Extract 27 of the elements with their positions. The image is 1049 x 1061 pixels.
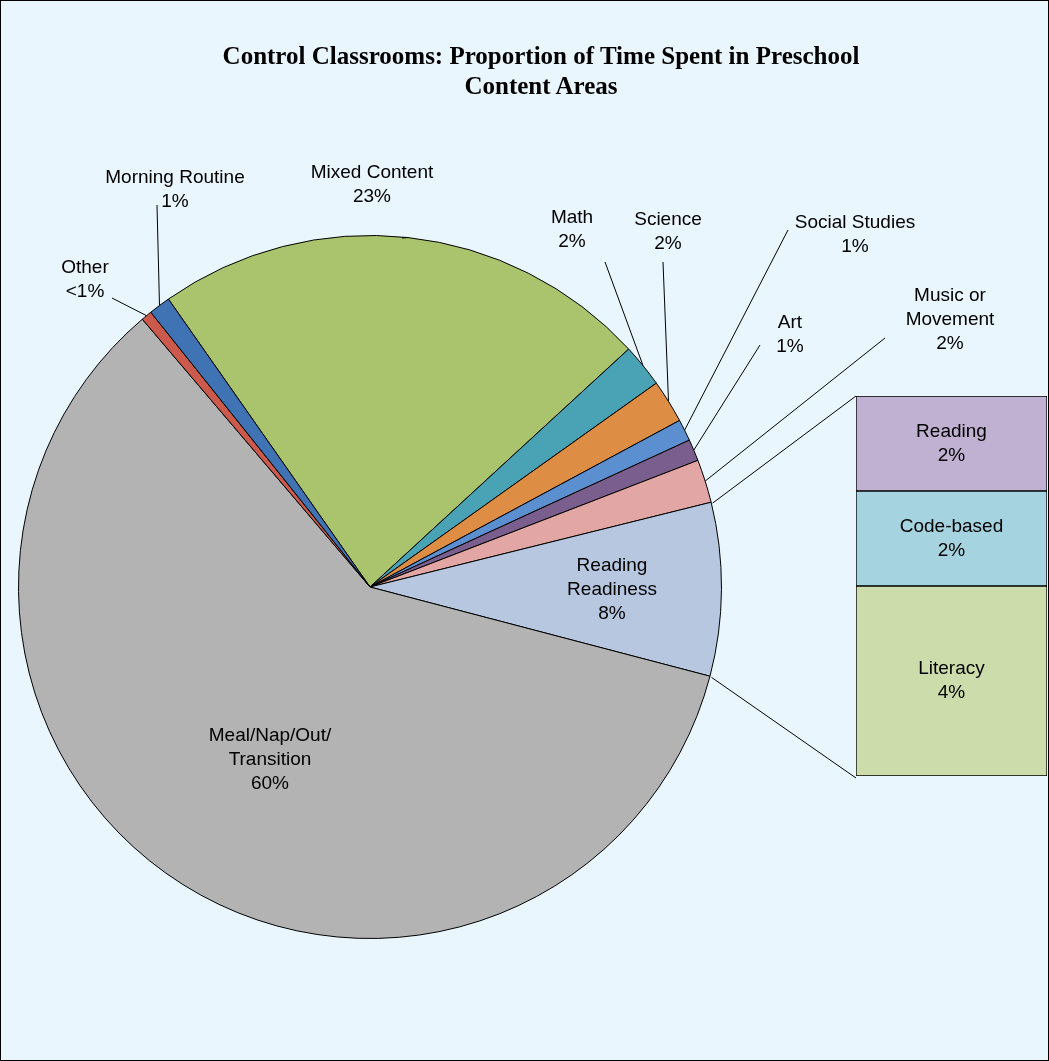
slice-label: Reading Readiness	[567, 554, 657, 600]
data-label: 1%	[776, 335, 804, 357]
slice-label: Science	[634, 208, 702, 230]
chart-title: Control Classrooms: Proportion of Time Spent in Preschool Content Areas	[221, 41, 861, 101]
data-label: 60%	[250, 772, 290, 794]
data-label: 4%	[937, 681, 966, 703]
series-label: Code-based	[899, 514, 1004, 536]
data-label: 2%	[937, 443, 966, 465]
series-label: Literacy	[918, 657, 986, 679]
slice-label: Math	[550, 206, 594, 228]
data-label: 8%	[598, 602, 626, 624]
slice-label: Morning Routine	[105, 166, 245, 188]
slice-label: Art	[777, 311, 803, 333]
slice-label: Mixed Content	[310, 161, 434, 183]
data-label: 2%	[936, 332, 964, 354]
slice-label: Social Studies	[794, 211, 916, 233]
data-label: 2%	[558, 230, 586, 252]
data-label: 1%	[161, 190, 189, 212]
series-label: Reading	[916, 419, 987, 441]
data-label: 2%	[654, 232, 682, 254]
slice-label: Meal/Nap/Out/Transition	[208, 724, 332, 770]
slice-label: Music or Movement	[905, 284, 996, 330]
slice-label: Other	[61, 256, 110, 278]
data-label: <1%	[65, 280, 105, 302]
data-label: 2%	[937, 538, 966, 560]
data-label: 1%	[841, 235, 869, 257]
data-label: 23%	[352, 185, 392, 207]
